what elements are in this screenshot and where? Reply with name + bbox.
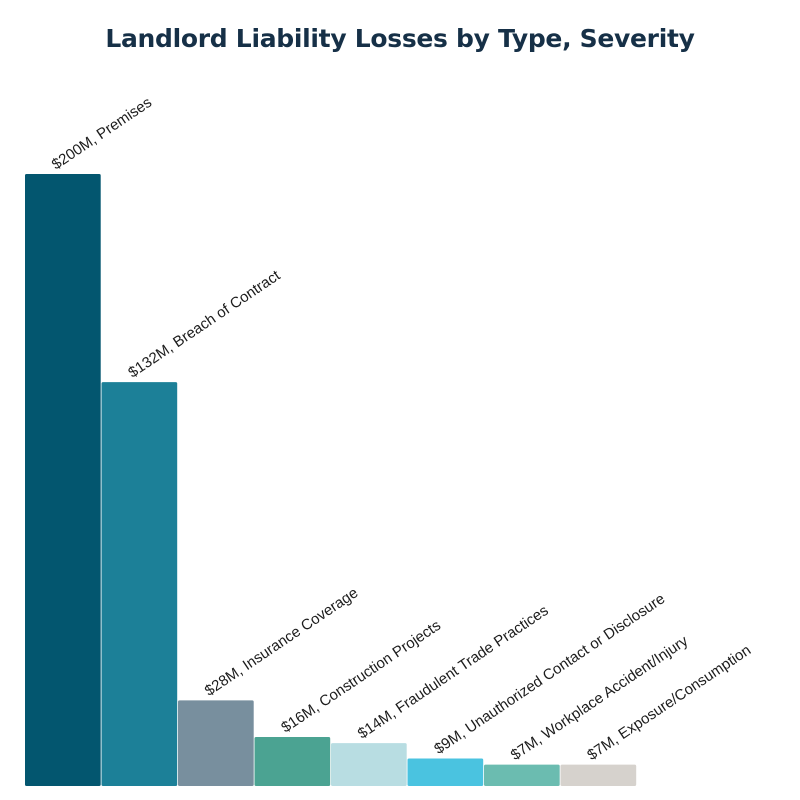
bar-2 (101, 382, 178, 786)
bar-5 (331, 743, 407, 786)
chart-title: Landlord Liability Losses by Type, Sever… (105, 24, 695, 53)
bar-8 (560, 764, 637, 786)
bar-3 (178, 700, 254, 786)
bar-label-1: $200M, Premises (49, 94, 155, 173)
bar-7 (484, 764, 560, 786)
bar-1 (25, 174, 101, 786)
bar-6 (407, 758, 484, 786)
bar-label-5: $14M, Fraudulent Trade Practices (355, 602, 552, 742)
bar-4 (254, 737, 331, 786)
bars-group (25, 174, 637, 786)
bar-label-2: $132M, Breach of Contract (125, 267, 284, 382)
